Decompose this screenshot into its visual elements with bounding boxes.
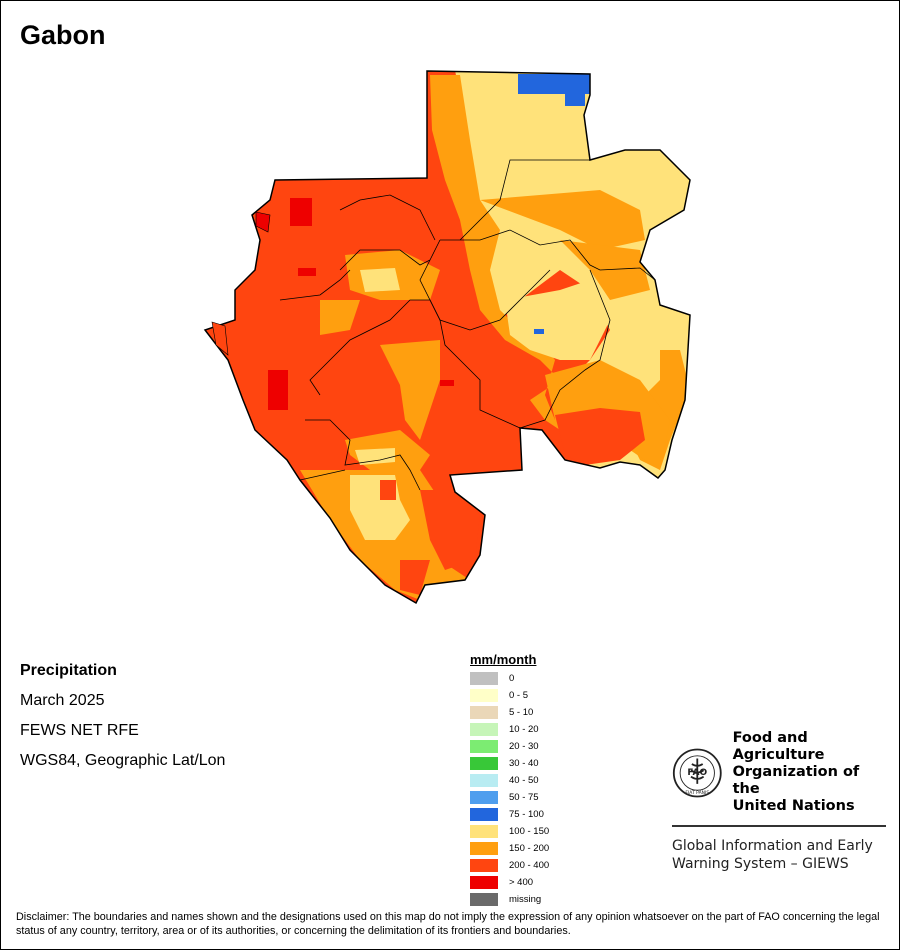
legend-swatch — [470, 672, 498, 685]
legend-swatch — [470, 859, 498, 872]
legend-label: 75 - 100 — [509, 809, 544, 820]
legend-swatch — [470, 740, 498, 753]
organization-name-line3: United Nations — [732, 798, 855, 814]
organization-name-line1: Food and Agriculture — [732, 730, 825, 763]
estuary-island — [255, 211, 271, 233]
fao-logo-icon: FAO FIAT PANIS — [672, 748, 722, 797]
fao-motto: FIAT PANIS — [685, 789, 709, 795]
legend-item: 0 — [470, 670, 549, 687]
branding-divider — [672, 825, 886, 827]
legend-item: 5 - 10 — [470, 704, 549, 721]
legend-swatch — [470, 842, 498, 855]
map-title: Gabon — [20, 20, 106, 50]
map-info: Precipitation March 2025 FEWS NET RFE WG… — [20, 656, 225, 776]
cape-lopez — [211, 321, 229, 356]
legend-swatch — [470, 893, 498, 906]
legend-item: 75 - 100 — [470, 806, 549, 823]
fao-logo-text: FAO — [687, 767, 707, 777]
precipitation-map — [203, 70, 691, 605]
legend-swatch — [470, 774, 498, 787]
giews-line2: Warning System – GIEWS — [672, 856, 849, 872]
legend-item: 20 - 30 — [470, 738, 549, 755]
precipitation-raster — [205, 71, 690, 603]
legend-label: > 400 — [509, 877, 534, 888]
legend-swatch — [470, 706, 498, 719]
legend-rows: 0 0 - 5 5 - 10 10 - 20 20 - 30 30 - 40 40 - 50… — [470, 670, 549, 908]
legend-title: mm/month — [470, 652, 537, 667]
variable-label: Precipitation — [20, 662, 117, 679]
fao-branding: FAO FIAT PANIS Food and Agriculture Orga… — [672, 730, 888, 873]
legend-swatch — [470, 876, 498, 889]
legend-swatch — [470, 791, 498, 804]
legend-item: 150 - 200 — [470, 840, 549, 857]
legend-item: 200 - 400 — [470, 857, 549, 874]
disclaimer: Disclaimer: The boundaries and names sho… — [16, 911, 880, 937]
legend-label: 0 — [509, 673, 515, 684]
legend-item: > 400 — [470, 874, 549, 891]
legend-label: 100 - 150 — [509, 826, 550, 837]
period-label: March 2025 — [20, 692, 105, 709]
legend-swatch — [470, 825, 498, 838]
organization-name: Food and Agriculture Organization of the… — [733, 730, 888, 815]
legend-item: 0 - 5 — [470, 687, 549, 704]
legend-item: 100 - 150 — [470, 823, 549, 840]
legend-label: 0 - 5 — [509, 690, 529, 701]
legend-item: missing — [470, 891, 549, 908]
legend-label: 200 - 400 — [509, 860, 550, 871]
legend-swatch — [470, 723, 498, 736]
legend-label: missing — [509, 894, 542, 905]
organization-name-line2: Organization of the — [732, 764, 860, 797]
legend-swatch — [470, 689, 498, 702]
legend-label: 50 - 75 — [509, 792, 539, 803]
legend-label: 30 - 40 — [509, 758, 539, 769]
legend-label: 20 - 30 — [509, 741, 539, 752]
giews-line1: Global Information and Early — [672, 838, 873, 854]
projection-label: WGS84, Geographic Lat/Lon — [20, 752, 226, 769]
giews-label: Global Information and Early Warning Sys… — [672, 837, 888, 873]
source-label: FEWS NET RFE — [20, 722, 139, 739]
legend-item: 30 - 40 — [470, 755, 549, 772]
country-outline — [203, 70, 691, 605]
legend-item: 50 - 75 — [470, 789, 549, 806]
legend-label: 150 - 200 — [509, 843, 550, 854]
legend-item: 10 - 20 — [470, 721, 549, 738]
legend-swatch — [470, 757, 498, 770]
admin-boundaries — [279, 159, 656, 491]
legend-swatch — [470, 808, 498, 821]
legend-label: 10 - 20 — [509, 724, 539, 735]
legend: mm/month 0 0 - 5 5 - 10 10 - 20 20 - 30 30 - … — [470, 652, 549, 908]
legend-label: 40 - 50 — [509, 775, 539, 786]
legend-item: 40 - 50 — [470, 772, 549, 789]
legend-label: 5 - 10 — [509, 707, 534, 718]
